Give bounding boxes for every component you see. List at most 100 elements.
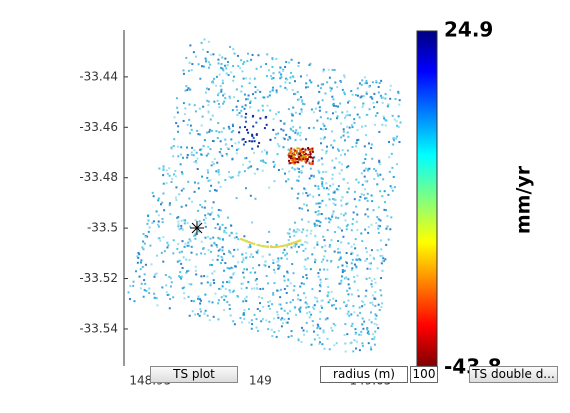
point: [336, 86, 339, 89]
point: [295, 158, 298, 161]
point: [203, 312, 206, 315]
point: [217, 102, 220, 105]
point: [291, 263, 294, 266]
point: [305, 234, 308, 237]
point: [225, 143, 228, 146]
point: [305, 321, 308, 324]
point: [190, 251, 193, 254]
point: [281, 244, 284, 247]
ts-plot-button[interactable]: TS plot: [150, 366, 238, 383]
point: [296, 228, 299, 231]
point: [387, 103, 390, 106]
point: [166, 172, 169, 175]
point: [245, 112, 248, 115]
point: [251, 133, 254, 136]
point: [316, 327, 319, 330]
point-cloud: [127, 38, 402, 353]
point: [294, 159, 297, 162]
point: [298, 308, 301, 311]
point: [221, 257, 224, 260]
point: [338, 258, 341, 261]
point: [215, 75, 218, 78]
point: [247, 94, 250, 97]
radius-input[interactable]: 100: [410, 366, 438, 383]
point: [376, 267, 379, 270]
point: [275, 89, 278, 92]
point: [267, 328, 270, 331]
point: [316, 224, 319, 227]
point: [334, 230, 337, 233]
point: [371, 200, 374, 203]
point: [379, 219, 382, 222]
point: [213, 281, 216, 284]
point: [228, 267, 231, 270]
point: [233, 248, 236, 251]
point: [281, 317, 284, 320]
point: [364, 158, 367, 161]
point: [388, 140, 391, 143]
point: [377, 227, 380, 230]
point: [168, 204, 171, 207]
point: [170, 285, 173, 288]
point: [193, 104, 196, 107]
point: [375, 323, 378, 326]
point: [378, 159, 381, 162]
point: [287, 335, 290, 338]
point: [237, 174, 240, 177]
point: [249, 245, 252, 248]
point: [385, 227, 388, 230]
point: [328, 244, 331, 247]
point: [239, 126, 242, 129]
point: [340, 163, 343, 166]
point: [180, 189, 183, 192]
point: [363, 169, 366, 172]
point: [304, 301, 307, 304]
point: [178, 193, 181, 196]
point: [184, 113, 187, 116]
point: [285, 301, 288, 304]
ts-double-button[interactable]: TS double d...: [469, 366, 558, 383]
point: [255, 251, 258, 254]
point: [280, 245, 283, 248]
point: [340, 275, 343, 278]
point: [331, 112, 334, 115]
point: [337, 105, 340, 108]
point: [228, 289, 231, 292]
point: [217, 299, 220, 302]
point: [374, 313, 377, 316]
point: [207, 171, 210, 174]
point: [181, 228, 184, 231]
point: [312, 111, 315, 114]
point: [224, 64, 227, 67]
point: [244, 116, 247, 119]
point: [276, 311, 279, 314]
point: [306, 209, 309, 212]
point: [354, 247, 357, 250]
point: [365, 92, 368, 95]
point: [197, 133, 200, 136]
point: [270, 328, 273, 331]
point: [307, 220, 310, 223]
point: [316, 119, 319, 122]
point: [322, 329, 325, 332]
point: [253, 313, 256, 316]
point: [232, 129, 235, 132]
point: [272, 293, 275, 296]
point: [298, 207, 301, 210]
point: [353, 280, 356, 283]
point: [384, 209, 387, 212]
point: [340, 204, 343, 207]
point: [314, 211, 317, 214]
point: [339, 255, 342, 258]
point: [326, 268, 329, 271]
point: [304, 86, 307, 89]
point: [377, 218, 380, 221]
point: [224, 287, 227, 290]
point: [206, 99, 209, 102]
point: [300, 108, 303, 111]
point: [254, 271, 257, 274]
point: [231, 125, 234, 128]
point: [269, 75, 272, 78]
point: [389, 84, 392, 87]
